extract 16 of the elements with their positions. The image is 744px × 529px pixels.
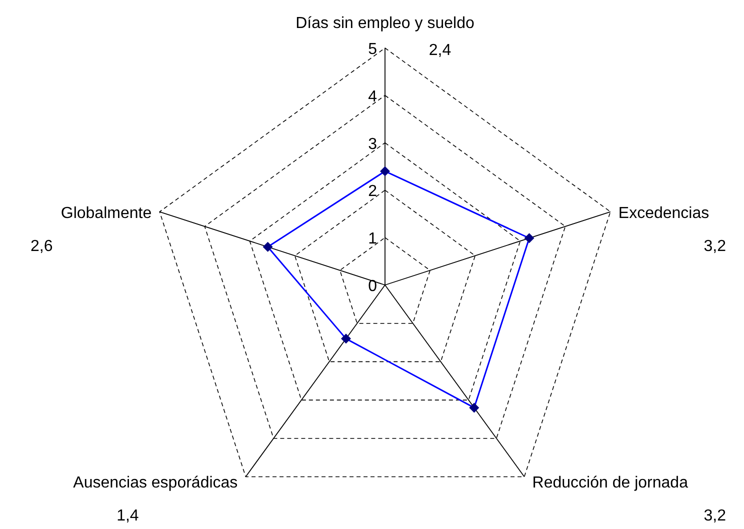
spoke-label: Excedencias	[618, 204, 710, 222]
text: 2,6	[30, 238, 53, 255]
spoke-label: Ausencias esporádicas	[73, 474, 238, 492]
text: 3,2	[704, 508, 726, 525]
y-tick-label: 0	[368, 278, 378, 295]
spoke-label: Días sin empleo y sueldo	[296, 15, 474, 32]
spoke-label: Reducción de jornada	[532, 474, 688, 492]
y-tick-label: 4	[368, 88, 378, 106]
text: 3,2	[704, 238, 726, 255]
y-tick-label: 1	[368, 230, 378, 248]
text: 1,4	[116, 508, 139, 525]
y-tick-label: 5	[368, 41, 378, 58]
text: 2,4	[428, 42, 452, 59]
spoke-label: Globalmente	[60, 204, 152, 222]
y-tick-label: 2	[368, 183, 378, 200]
y-tick-label: 3	[368, 136, 378, 153]
